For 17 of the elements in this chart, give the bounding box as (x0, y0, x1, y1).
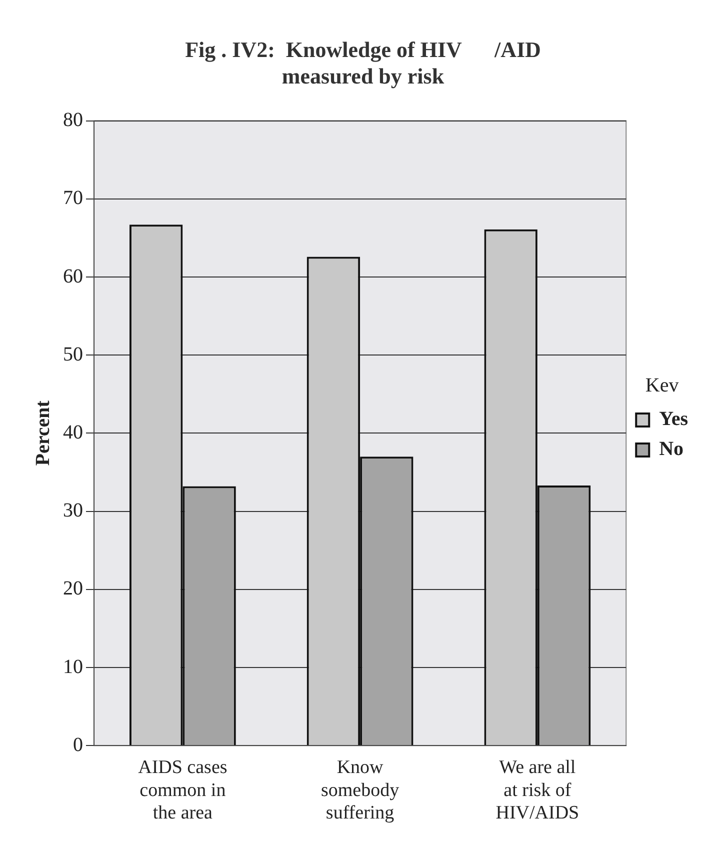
chart-title: Fig . IV2: Knowledge of HIV /AID measured by risk (185, 36, 541, 88)
y-tick-label: 70 (63, 187, 83, 210)
y-tick-label: 50 (63, 343, 83, 366)
y-tick-label: 40 (63, 421, 83, 444)
x-tick-label: We are all at risk of HIV/AIDS (496, 756, 580, 824)
y-tick-label: 20 (63, 578, 83, 600)
y-axis-title: Percent (32, 400, 54, 466)
y-tick-label: 30 (63, 500, 83, 522)
legend-label: No (659, 438, 684, 460)
x-tick-label: Know somebody suffering (321, 756, 400, 824)
x-tick-label: AIDS cases common in the area (138, 756, 228, 824)
y-tick-label: 0 (73, 734, 83, 756)
y-tick-label: 60 (63, 265, 83, 288)
legend-title: Kev (645, 374, 679, 396)
legend-label: Yes (659, 408, 688, 430)
y-tick-label: 80 (63, 109, 83, 132)
y-tick-label: 10 (63, 656, 83, 678)
